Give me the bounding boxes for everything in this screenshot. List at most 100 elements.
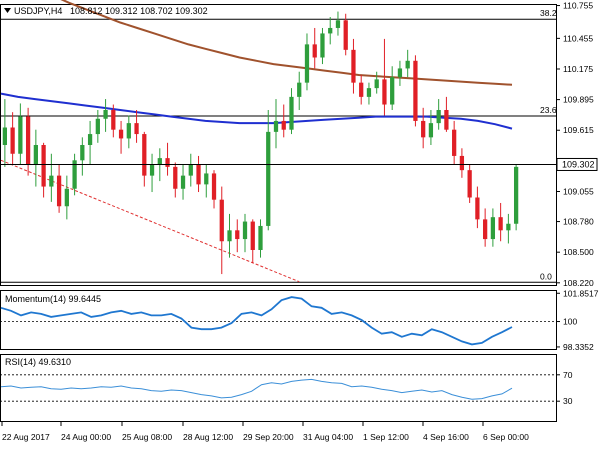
candle (235, 219, 240, 253)
candle-body (173, 166, 178, 189)
candle-body (359, 82, 364, 97)
price-tick-label: 109.615 (563, 125, 594, 135)
candle-body (273, 120, 279, 132)
time-tick-label: 31 Aug 04:00 (303, 432, 353, 442)
candle (483, 208, 488, 247)
candle-body (157, 158, 162, 165)
rsi-tick-label: 70 (563, 370, 573, 380)
candle-body (180, 175, 186, 189)
candle (134, 110, 139, 143)
candle (374, 71, 379, 94)
candle-body (304, 44, 310, 83)
candle (320, 27, 325, 65)
candle (227, 213, 232, 258)
candle (56, 164, 62, 213)
fib-level-label: 23.6 (540, 105, 557, 115)
candle-body (25, 116, 31, 165)
candle (95, 110, 100, 143)
candle (513, 164, 519, 231)
time-tick-label: 24 Aug 00:00 (61, 432, 111, 442)
candle-body (335, 20, 341, 28)
candle (204, 164, 209, 198)
candle (490, 208, 496, 247)
candle-body (467, 170, 472, 198)
candle-body (242, 221, 248, 240)
candle-body (444, 110, 449, 130)
sma-long-line (60, 0, 513, 86)
candle (103, 99, 108, 132)
candle (413, 55, 418, 127)
candle-body (33, 145, 38, 165)
candle-body (165, 158, 170, 167)
candle-body (498, 217, 503, 231)
candle (273, 99, 279, 149)
momentum-panel: 101.8517 100 98.3352 Momentum(14) 99.6445 (0, 288, 599, 352)
triangle-down-icon[interactable] (4, 8, 11, 13)
trendline (0, 159, 300, 283)
candle-body (452, 129, 457, 156)
candle-body (513, 166, 519, 224)
time-tick-label: 29 Sep 20:00 (243, 432, 294, 442)
candle-body (397, 68, 403, 78)
candle-body (258, 225, 263, 250)
candle (359, 75, 364, 105)
candle-body (126, 123, 131, 139)
candle (397, 60, 403, 86)
candle-body (483, 219, 488, 240)
current-price-label: 109.302 (562, 159, 595, 169)
candle-body (149, 164, 155, 176)
candle-body (436, 110, 441, 124)
candle (10, 112, 15, 165)
candle-body (312, 44, 317, 58)
candle-body (72, 160, 77, 189)
price-tick-label: 108.220 (563, 278, 594, 288)
candle-body (10, 127, 15, 154)
candle (41, 142, 46, 198)
candle-body (475, 197, 480, 220)
candle-body (227, 230, 232, 242)
rsi-panel: 70 30 RSI(14) 49.6310 (0, 354, 573, 422)
candle-body (95, 118, 100, 135)
time-axis: 22 Aug 2017 24 Aug 00:00 25 Aug 08:00 28 Au… (1, 422, 529, 442)
candle-body (18, 116, 23, 154)
time-tick-label: 25 Aug 08:00 (122, 432, 172, 442)
momentum-tick-label: 101.8517 (563, 288, 599, 298)
time-tick-label: 4 Sep 16:00 (423, 432, 469, 442)
candle (87, 120, 93, 165)
time-tick-label: 6 Sep 00:00 (483, 432, 529, 442)
candle-body (235, 230, 240, 240)
candle-body (459, 155, 465, 171)
candle-body (211, 173, 217, 200)
candle (126, 115, 131, 149)
candle (33, 129, 38, 187)
rsi-panel-frame (0, 354, 557, 422)
candle-body (142, 134, 147, 176)
candle-body (281, 120, 286, 130)
candle (118, 120, 124, 154)
candle (444, 96, 449, 132)
price-tick-label: 109.055 (563, 186, 594, 196)
candle (281, 104, 286, 138)
price-panel-frame (0, 4, 557, 286)
candle-body (49, 175, 54, 187)
candle-body (351, 49, 356, 83)
candle (421, 107, 426, 149)
candle-body (382, 79, 387, 105)
candle (18, 103, 23, 165)
candle (211, 170, 217, 209)
candle (304, 33, 310, 91)
candle-body (118, 129, 124, 139)
candle (297, 71, 302, 110)
fib-level-label: 0.0 (540, 271, 552, 281)
candle (351, 38, 356, 94)
candle-body (506, 223, 511, 231)
candle (459, 148, 465, 178)
candle (343, 13, 348, 56)
candle (250, 219, 255, 264)
time-tick-label: 22 Aug 2017 (2, 432, 50, 442)
candle-body (390, 77, 395, 105)
candle (2, 99, 8, 167)
candle (49, 153, 54, 202)
candle (80, 137, 85, 176)
candle (335, 11, 341, 36)
